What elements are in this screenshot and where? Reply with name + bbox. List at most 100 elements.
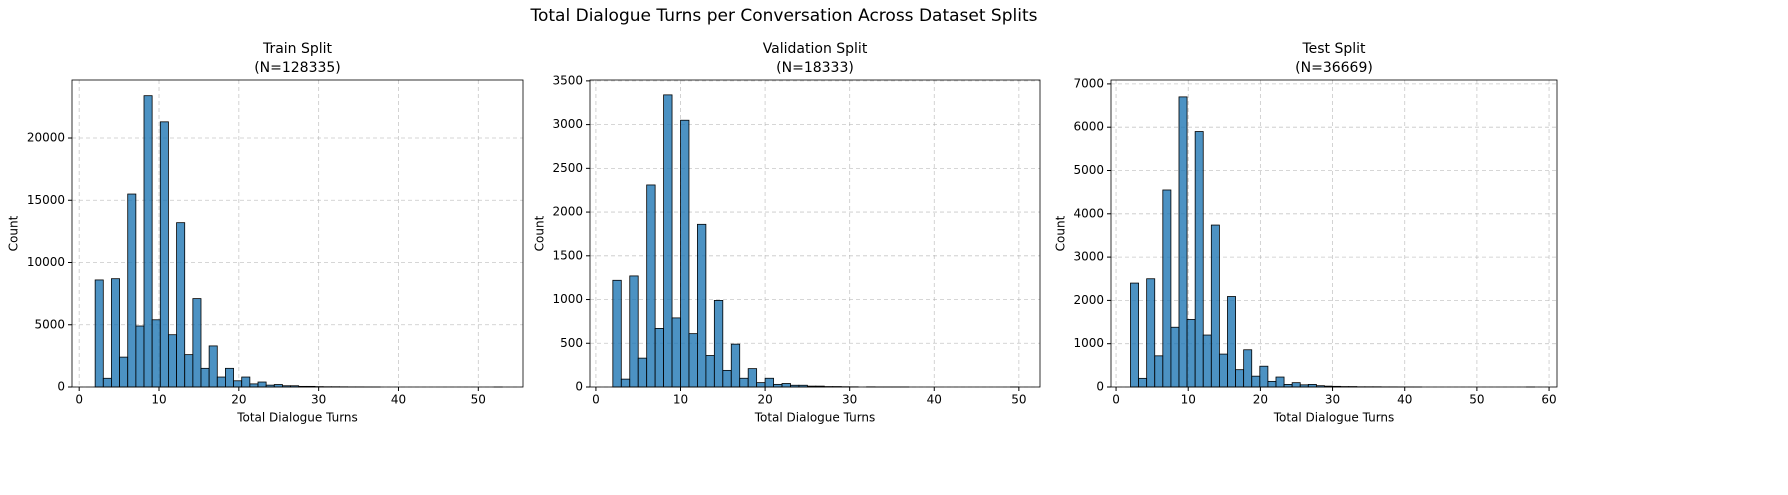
histogram-bar (1178, 96, 1188, 388)
x-tick-label: 0 (75, 393, 83, 407)
histogram-bar (654, 327, 664, 388)
y-tick-label: 1500 (552, 248, 583, 262)
histogram-bar (1267, 380, 1277, 388)
subplot-title: Validation Split (763, 41, 868, 57)
axes-frame (71, 79, 524, 388)
histogram-bar (697, 223, 707, 388)
y-tick-label: 3500 (552, 73, 583, 87)
x-tick-label: 40 (391, 393, 406, 407)
y-tick-label: 0 (1096, 380, 1104, 394)
y-tick-label: 6000 (1073, 120, 1104, 134)
x-tick-label: 10 (673, 393, 688, 407)
x-tick-label: 50 (471, 393, 486, 407)
y-tick-label: 7000 (1073, 76, 1104, 90)
histogram-bar (671, 317, 681, 388)
axes-frame (1110, 79, 1558, 388)
histogram-bar (168, 334, 177, 388)
y-tick-label: 3000 (1073, 250, 1104, 264)
histogram-bar (111, 278, 120, 388)
y-tick-label: 0 (575, 380, 583, 394)
subplot-title: Test Split (1301, 41, 1366, 57)
histogram-bar (208, 345, 218, 388)
histogram-bar (612, 279, 622, 388)
x-tick-label: 10 (151, 393, 166, 407)
histogram-bar (1275, 376, 1285, 388)
subplot-subtitle: (N=18333) (776, 60, 854, 76)
y-tick-label: 5000 (1073, 163, 1104, 177)
histogram-bar (241, 376, 251, 388)
histogram-bar (1235, 369, 1245, 388)
histogram-bar (730, 343, 741, 388)
x-axis-label: Total Dialogue Turns (754, 411, 876, 425)
y-axis-label: Count (7, 215, 21, 251)
y-tick-label: 2000 (1073, 293, 1104, 307)
histogram-bar (127, 193, 137, 388)
axes-frame (589, 79, 1041, 388)
x-tick-label: 30 (311, 393, 326, 407)
histogram-bar (620, 378, 631, 388)
x-tick-label: 10 (1181, 393, 1196, 407)
histogram-bar (102, 377, 112, 388)
histogram-bar (257, 381, 267, 388)
histogram-bar (233, 380, 243, 388)
x-tick-label: 50 (1469, 393, 1484, 407)
histogram-bar (1210, 224, 1220, 388)
subplot-title: Train Split (262, 41, 333, 57)
histogram-bar (646, 184, 656, 388)
y-axis-label: Count (1054, 215, 1068, 251)
histogram-bar (135, 325, 145, 388)
histogram-bar (192, 298, 202, 388)
histogram-bar (176, 222, 186, 388)
histogram-bar (756, 382, 766, 388)
x-tick-label: 30 (842, 393, 857, 407)
y-tick-label: 2500 (552, 161, 583, 175)
histogram-bar (764, 377, 774, 388)
x-tick-label: 20 (231, 393, 246, 407)
histogram-bar (1186, 319, 1196, 388)
x-tick-label: 30 (1325, 393, 1340, 407)
histogram-bar (200, 367, 210, 388)
histogram-bar (1170, 326, 1180, 388)
y-tick-label: 4000 (1073, 206, 1104, 220)
histogram-bar (1138, 377, 1148, 388)
histogram-bar (1227, 296, 1236, 388)
y-tick-label: 1000 (552, 292, 583, 306)
histogram-bar (1259, 365, 1269, 388)
histogram-bar (1218, 353, 1228, 388)
y-axis-label: Count (533, 215, 547, 251)
x-tick-label: 20 (1253, 393, 1268, 407)
histogram-bar (143, 95, 153, 388)
histogram-bar (225, 367, 234, 388)
y-tick-label: 10000 (27, 255, 65, 269)
x-tick-label: 60 (1541, 393, 1556, 407)
histogram-bar (1202, 334, 1212, 388)
histogram-bar (1130, 282, 1139, 388)
subplot-subtitle: (N=36669) (1295, 60, 1373, 76)
histogram-bar (119, 356, 129, 388)
histogram-bar (781, 383, 791, 388)
histogram-bar (637, 357, 648, 388)
histogram-bar (1291, 382, 1301, 388)
y-tick-label: 15000 (27, 193, 65, 207)
y-tick-label: 3000 (552, 117, 583, 131)
x-tick-label: 0 (1112, 393, 1120, 407)
histogram-bar (1146, 278, 1156, 388)
histogram-bar (747, 368, 758, 388)
histogram-bar (1194, 131, 1204, 388)
y-tick-label: 500 (560, 336, 583, 350)
histogram-bar (713, 300, 724, 388)
y-tick-label: 0 (57, 380, 65, 394)
histogram-bar (1243, 349, 1253, 388)
subplot-subtitle: (N=128335) (254, 60, 341, 76)
histogram-bar (1154, 355, 1164, 388)
x-tick-label: 40 (1397, 393, 1412, 407)
histogram-bar (688, 333, 698, 388)
histogram-bar (216, 376, 226, 388)
histogram-bar (159, 121, 169, 388)
histogram-bar (94, 279, 104, 388)
histogram-bar (663, 94, 673, 388)
x-tick-label: 0 (592, 393, 600, 407)
histogram-bar (629, 275, 639, 388)
x-tick-label: 40 (927, 393, 942, 407)
